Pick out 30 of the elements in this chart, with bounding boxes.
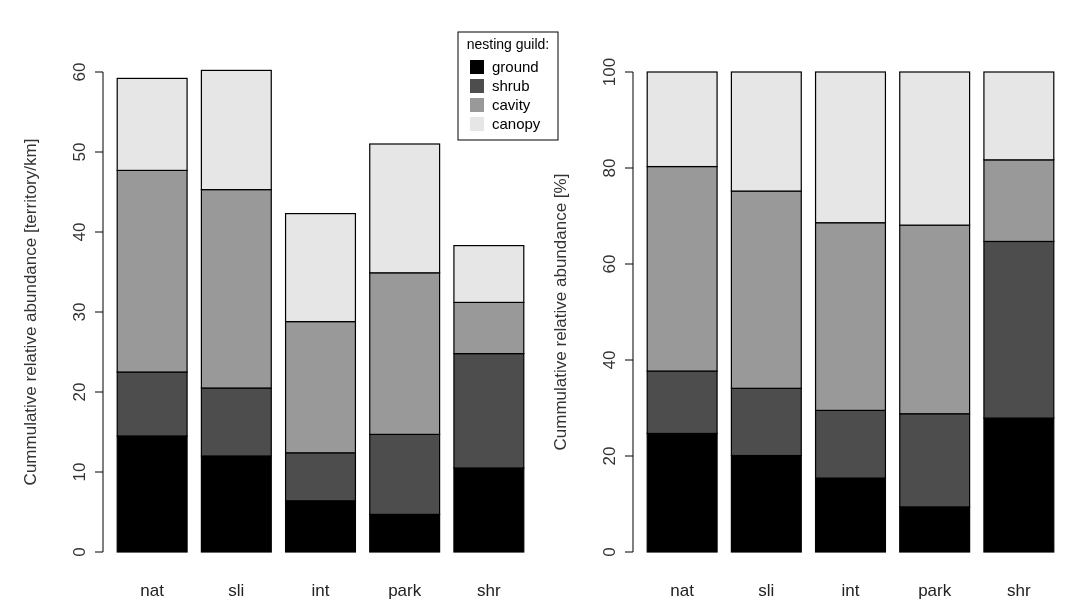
x-tick-label: int xyxy=(311,581,330,600)
legend-label: canopy xyxy=(492,115,541,132)
x-tick-label: sli xyxy=(758,581,775,600)
y-tick-label: 80 xyxy=(600,158,619,178)
y-tick-label: 20 xyxy=(600,446,619,466)
y-tick-label: 40 xyxy=(70,222,89,242)
legend-title: nesting guild: xyxy=(466,36,550,52)
y-tick-label: 50 xyxy=(70,142,89,162)
x-tick-label: shr xyxy=(1007,581,1031,600)
legend-label: cavity xyxy=(492,96,531,113)
x-tick-label: nat xyxy=(140,581,165,600)
y-tick-label: 0 xyxy=(70,547,89,557)
x-tick-label: shr xyxy=(477,581,501,600)
x-tick-label: int xyxy=(841,581,860,600)
y-tick-label: 40 xyxy=(600,350,619,370)
y-tick-label: 0 xyxy=(600,547,619,557)
x-tick-label: nat xyxy=(670,581,695,600)
y-tick-label: 100 xyxy=(600,57,619,87)
y-tick-label: 10 xyxy=(70,462,89,482)
y-axis-title: Cummulative relative abundance [%] xyxy=(551,173,570,451)
y-tick-label: 60 xyxy=(600,254,619,274)
legend-label: ground xyxy=(492,58,539,75)
x-tick-label: park xyxy=(918,581,952,600)
y-tick-label: 60 xyxy=(70,62,89,82)
x-tick-label: park xyxy=(388,581,422,600)
y-tick-label: 20 xyxy=(70,382,89,402)
legend-label: shrub xyxy=(492,77,530,94)
y-axis-title: Cummulative relative abundance [territory/km] xyxy=(21,138,40,486)
y-tick-label: 30 xyxy=(70,302,89,322)
x-tick-label: sli xyxy=(228,581,245,600)
